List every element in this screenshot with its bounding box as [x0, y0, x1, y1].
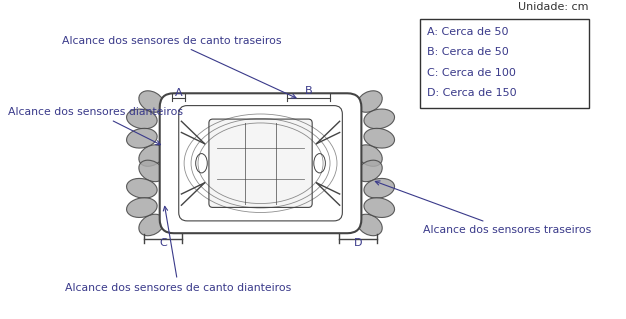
- FancyBboxPatch shape: [160, 93, 361, 233]
- Ellipse shape: [126, 109, 157, 129]
- Ellipse shape: [357, 145, 382, 166]
- Text: D: D: [354, 238, 362, 248]
- Ellipse shape: [357, 214, 382, 236]
- Ellipse shape: [139, 214, 164, 236]
- Text: Alcance dos sensores de canto dianteiros: Alcance dos sensores de canto dianteiros: [65, 206, 292, 293]
- Ellipse shape: [364, 109, 394, 129]
- Ellipse shape: [139, 160, 164, 182]
- Text: Alcance dos sensores dianteiros: Alcance dos sensores dianteiros: [8, 107, 183, 145]
- Ellipse shape: [357, 160, 382, 182]
- Text: C: Cerca de 100: C: Cerca de 100: [426, 68, 515, 78]
- Ellipse shape: [364, 178, 394, 198]
- Text: A: A: [175, 88, 182, 98]
- FancyBboxPatch shape: [420, 19, 588, 108]
- Ellipse shape: [364, 198, 394, 218]
- Ellipse shape: [126, 178, 157, 198]
- Text: A: Cerca de 50: A: Cerca de 50: [426, 27, 508, 37]
- Ellipse shape: [364, 128, 394, 148]
- Text: B: B: [304, 86, 312, 96]
- Text: Unidade: cm: Unidade: cm: [518, 2, 588, 12]
- Ellipse shape: [139, 145, 164, 166]
- Ellipse shape: [357, 91, 382, 112]
- Text: D: Cerca de 150: D: Cerca de 150: [426, 88, 516, 98]
- Ellipse shape: [126, 198, 157, 218]
- Ellipse shape: [139, 91, 164, 112]
- FancyBboxPatch shape: [209, 119, 312, 207]
- Text: C: C: [159, 238, 167, 248]
- Ellipse shape: [126, 128, 157, 148]
- Text: Alcance dos sensores de canto traseiros: Alcance dos sensores de canto traseiros: [62, 36, 296, 98]
- Text: Alcance dos sensores traseiros: Alcance dos sensores traseiros: [376, 181, 591, 235]
- Text: B: Cerca de 50: B: Cerca de 50: [426, 47, 508, 57]
